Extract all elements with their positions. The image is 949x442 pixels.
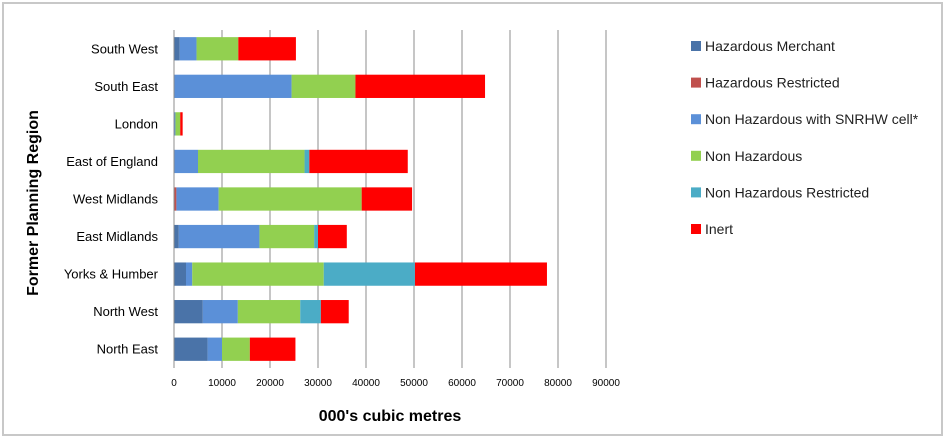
legend-swatch — [691, 187, 701, 198]
x-tick-label: 90000 — [592, 378, 620, 389]
bar-segment-non-hazardous-with-snrhw-cell — [207, 337, 222, 361]
legend: Hazardous Merchant Hazardous Restricted No… — [691, 38, 919, 237]
y-category-label: North West — [93, 304, 158, 319]
y-category-label: Yorks & Humber — [64, 267, 159, 282]
bar-segment-non-hazardous — [237, 300, 301, 324]
y-category-label: South West — [91, 41, 158, 56]
bar-segment-non-hazardous — [259, 224, 315, 249]
bar-segment-hazardous-merchant — [174, 300, 203, 324]
bar-segment-inert — [180, 112, 183, 136]
bar-segment-non-hazardous-restricted — [304, 149, 310, 174]
y-category-label: London — [115, 116, 158, 131]
x-tick-label: 50000 — [400, 378, 428, 389]
bar-segment-non-hazardous-with-snrhw-cell — [202, 300, 238, 324]
x-tick-label: 40000 — [352, 378, 380, 389]
bar-segment-inert — [238, 37, 296, 61]
bar-segment-inert — [309, 149, 408, 174]
y-category-label: South East — [94, 79, 158, 94]
bar-segment-non-hazardous — [196, 37, 239, 61]
x-tick-label: 20000 — [256, 378, 284, 389]
bar-segment-non-hazardous-restricted — [314, 224, 318, 249]
bar-segment-hazardous-merchant — [174, 337, 208, 361]
x-tick-label: 70000 — [496, 378, 524, 389]
bar-segment-inert — [361, 187, 413, 211]
y-axis-categories: South West South East London East of Englan… — [64, 41, 159, 356]
legend-label: Hazardous Restricted — [705, 75, 840, 91]
bar-segment-inert — [414, 262, 547, 286]
bar-segment-non-hazardous — [218, 187, 362, 211]
legend-label: Non Hazardous with SNRHW cell* — [705, 111, 919, 127]
bar-segment-non-hazardous-with-snrhw-cell — [178, 224, 260, 249]
x-tick-label: 60000 — [448, 378, 476, 389]
bar-segment-hazardous-merchant — [174, 262, 186, 286]
x-tick-label: 10000 — [208, 378, 236, 389]
bar-segment-inert — [320, 300, 349, 324]
legend-label: Hazardous Merchant — [705, 38, 835, 54]
bar-segment-hazardous-merchant — [174, 37, 180, 61]
legend-swatch — [691, 224, 701, 234]
x-axis-title: 000's cubic metres — [319, 408, 462, 425]
bar-segment-non-hazardous-restricted — [323, 262, 415, 286]
bar-segment-inert — [249, 337, 296, 361]
y-category-label: East of England — [66, 154, 158, 169]
y-category-label: East Midlands — [76, 229, 158, 244]
y-axis-title: Former Planning Region — [25, 110, 42, 296]
legend-swatch — [691, 77, 701, 88]
bar-segment-non-hazardous — [198, 149, 305, 174]
bar-segment-hazardous-restricted — [174, 187, 177, 211]
x-tick-label: 0 — [171, 378, 177, 389]
bar-segment-non-hazardous-with-snrhw-cell — [174, 112, 176, 136]
x-tick-label: 30000 — [304, 378, 332, 389]
bar-segment-hazardous-merchant — [174, 224, 179, 249]
bar-segment-non-hazardous-with-snrhw-cell — [174, 149, 198, 174]
x-axis-ticks: 0 10000 20000 30000 40000 50000 60000 70000 8000… — [171, 378, 620, 389]
legend-swatch — [691, 150, 701, 161]
bars — [174, 37, 547, 361]
bar-segment-non-hazardous — [222, 337, 250, 361]
bar-segment-non-hazardous — [192, 262, 324, 286]
y-category-label: West Midlands — [73, 192, 159, 207]
bar-segment-non-hazardous-with-snrhw-cell — [179, 37, 197, 61]
legend-label: Non Hazardous — [705, 148, 802, 164]
bar-segment-non-hazardous — [291, 74, 356, 98]
bar-segment-non-hazardous — [175, 112, 181, 136]
chart-frame — [2, 2, 943, 436]
legend-swatch — [691, 114, 701, 125]
legend-label: Inert — [705, 221, 733, 237]
bar-segment-non-hazardous-with-snrhw-cell — [174, 74, 292, 98]
legend-swatch — [691, 41, 701, 51]
x-tick-label: 80000 — [544, 378, 572, 389]
legend-label: Non Hazardous Restricted — [705, 184, 869, 200]
bar-segment-non-hazardous-with-snrhw-cell — [186, 262, 193, 286]
y-category-label: North East — [97, 342, 159, 357]
bar-segment-non-hazardous-restricted — [300, 300, 321, 324]
bar-segment-inert — [318, 224, 347, 249]
bar-segment-non-hazardous-with-snrhw-cell — [176, 187, 219, 211]
bar-segment-inert — [355, 74, 486, 98]
